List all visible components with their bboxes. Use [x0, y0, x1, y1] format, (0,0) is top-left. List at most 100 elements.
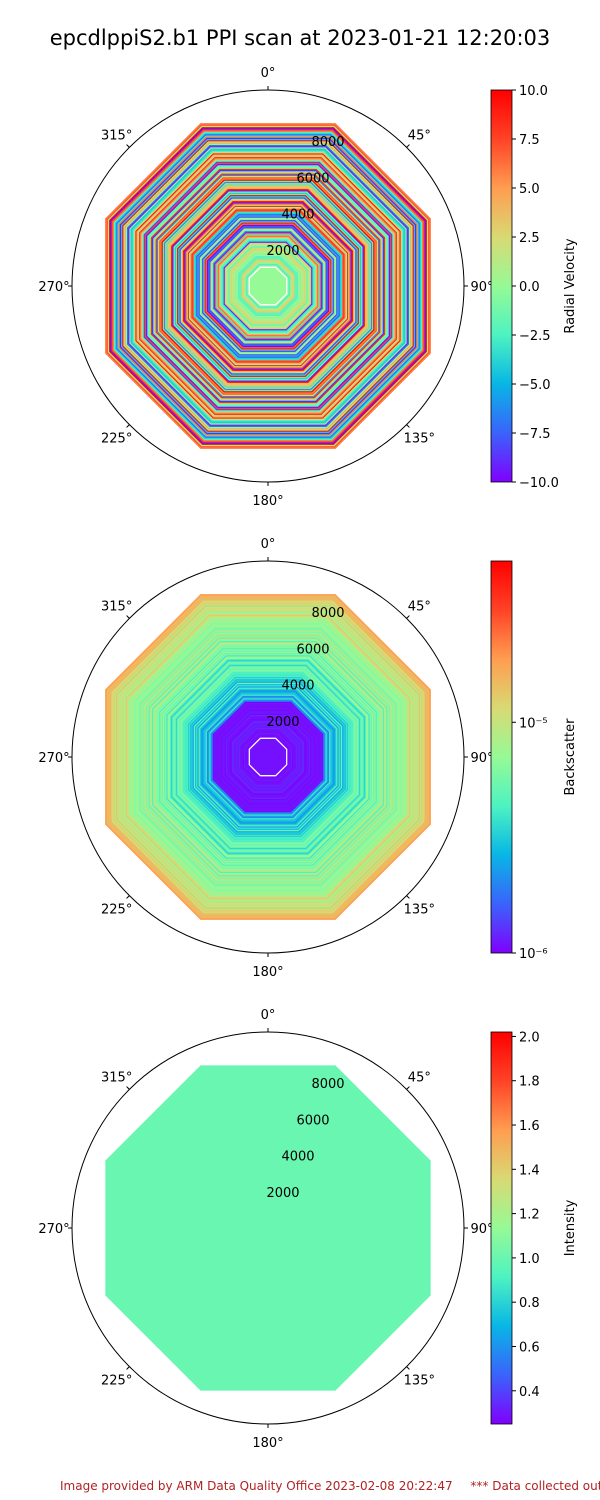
scan-line [236, 254, 300, 318]
scan-line [237, 255, 299, 317]
scan-line [156, 174, 380, 398]
radial-tick-label: 6000 [296, 642, 329, 657]
scan-line [179, 197, 357, 375]
scan-line [175, 193, 361, 379]
scan-line [144, 162, 392, 410]
scan-line [168, 657, 368, 857]
scan-line [163, 652, 373, 862]
scan-line [120, 609, 416, 905]
scan-line [227, 716, 309, 798]
scan-line [224, 713, 312, 801]
scan-line [112, 601, 424, 913]
scan-line [211, 229, 325, 343]
scan-line [132, 621, 404, 893]
scan-line [126, 144, 410, 428]
colorbar-tick-label: 10⁻⁶ [519, 947, 548, 962]
scan-line [154, 643, 382, 871]
scan-line [111, 129, 425, 443]
scan-line [121, 610, 415, 904]
scan-line [139, 157, 397, 415]
radial-tick-label: 8000 [311, 606, 344, 621]
scan-line [162, 180, 374, 392]
angle-tick-label: 180° [252, 1436, 283, 1451]
scan-line [136, 625, 400, 889]
scan-line [149, 638, 387, 876]
scan-line [245, 263, 291, 309]
scan-line [222, 240, 314, 332]
scan-field [105, 1065, 431, 1391]
scan-line [133, 622, 403, 892]
scan-line [198, 687, 338, 827]
scan-line [202, 691, 334, 823]
angle-tick-label: 180° [252, 965, 283, 980]
scan-line [162, 651, 374, 863]
scan-line [201, 219, 335, 353]
scan-line [219, 237, 317, 335]
scan-line [195, 684, 341, 830]
scan-line [150, 168, 386, 404]
angle-tick [126, 615, 130, 619]
colorbar-tick-label: 1.2 [519, 1208, 540, 1223]
scan-line [210, 228, 326, 344]
radial-tick-label: 4000 [281, 1150, 314, 1165]
scan-line [224, 242, 312, 330]
scan-line [138, 627, 398, 887]
colorbar-tick-label: 0.0 [519, 280, 540, 295]
scan-line [109, 127, 427, 445]
scan-line [176, 665, 360, 849]
scan-line [127, 616, 409, 898]
scan-line [145, 634, 391, 880]
footer: Image provided by ARM Data Quality Offic… [60, 1479, 600, 1493]
scan-line [213, 231, 323, 341]
scan-line [108, 597, 428, 917]
radial-tick-label: 4000 [281, 208, 314, 223]
scan-line [230, 719, 306, 795]
scan-line [226, 244, 310, 328]
scan-line [216, 234, 320, 338]
scan-line [130, 619, 406, 895]
scan-line [238, 256, 298, 316]
scan-line [196, 685, 340, 829]
radial-tick-label: 6000 [296, 171, 329, 186]
angle-tick [126, 144, 130, 148]
angle-tick [406, 1366, 410, 1370]
scan-line [216, 705, 320, 809]
scan-line [127, 145, 409, 427]
colorbar-tick-label: 1.8 [519, 1075, 540, 1090]
polar-panel-3: 0° 45° 90° 135° 180° 225° 270° 315° 2000 4000 6000… [38, 1008, 578, 1451]
scan-line [133, 151, 403, 421]
scan-line [242, 260, 294, 312]
scan-line [241, 259, 295, 313]
scan-line [142, 160, 394, 412]
scan-line [243, 732, 293, 782]
radial-tick-label: 4000 [281, 679, 314, 694]
scan-line [165, 183, 371, 389]
scan-line [187, 676, 349, 838]
angle-tick-label: 270° [38, 1222, 69, 1237]
angle-tick-label: 225° [101, 431, 132, 446]
scan-line [145, 163, 391, 409]
scan-line [185, 674, 351, 840]
scan-line [179, 668, 357, 846]
scan-line [239, 728, 297, 786]
scan-line [169, 658, 367, 856]
footer-warning: *** Data collected outside [470, 1479, 600, 1493]
scan-line [181, 670, 355, 844]
angle-tick-label: 45° [408, 1071, 431, 1086]
scan-line [235, 724, 301, 790]
angle-tick-label: 135° [404, 431, 435, 446]
scan-line [105, 123, 431, 449]
angle-tick-label: 45° [408, 129, 431, 144]
scan-line [245, 734, 291, 780]
scan-line [119, 608, 417, 906]
scan-line [177, 195, 359, 377]
scan-line [137, 626, 399, 888]
scan-line [188, 206, 348, 366]
scan-line [111, 600, 425, 914]
angle-tick [126, 1086, 130, 1090]
scan-line [115, 604, 421, 910]
scan-line [131, 620, 405, 894]
scan-line [146, 164, 390, 408]
scan-line [123, 141, 413, 431]
scan-line [156, 645, 380, 869]
